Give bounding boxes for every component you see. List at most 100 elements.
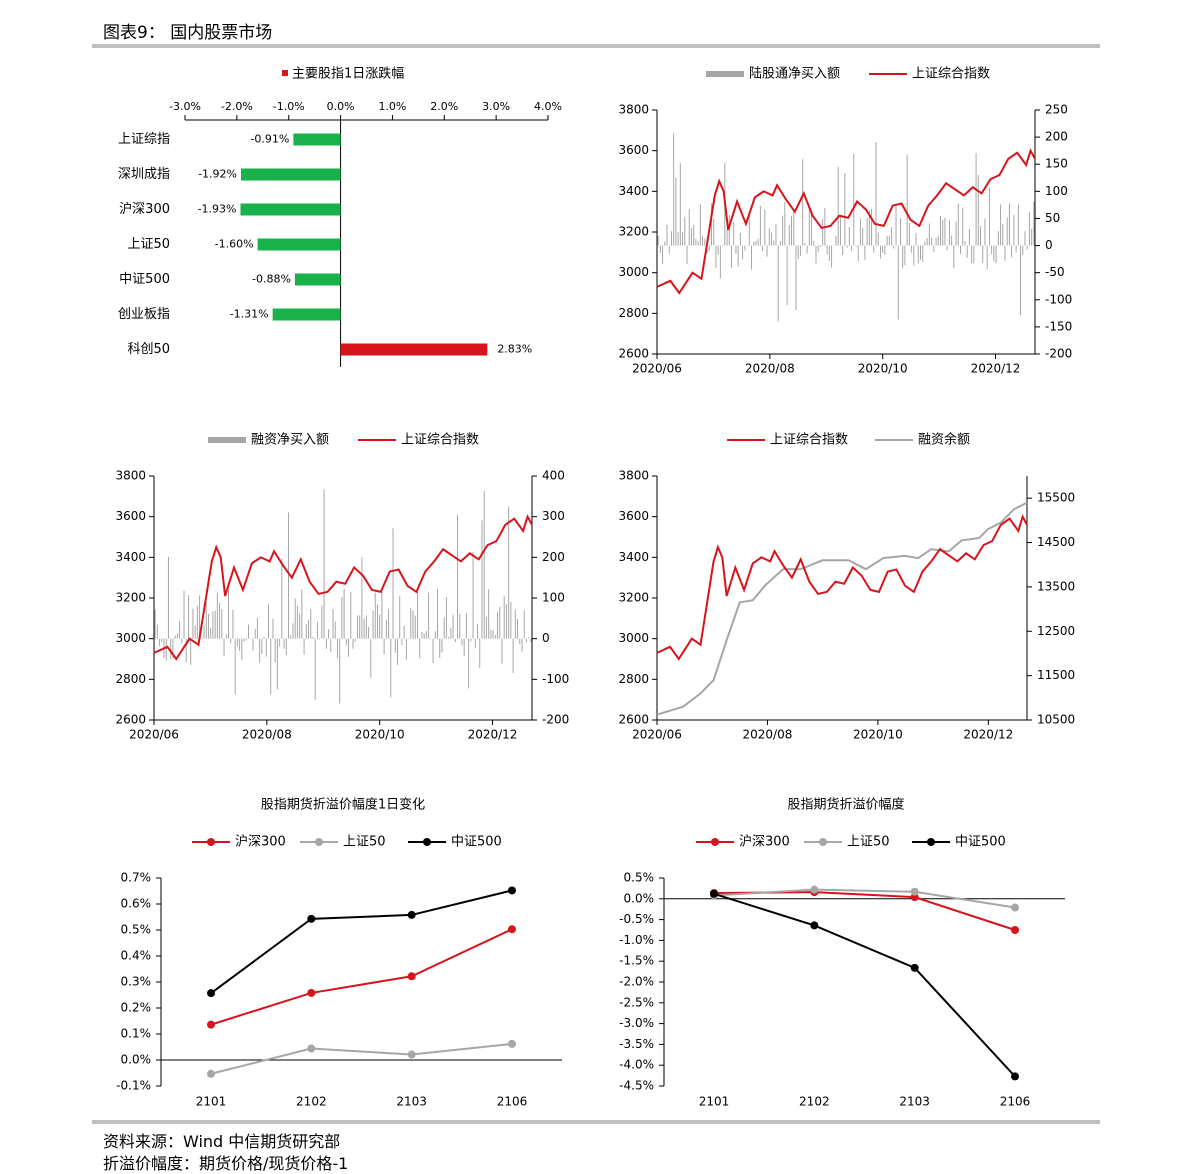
category-label: 上证综指 bbox=[118, 132, 170, 147]
value-label: -0.88% bbox=[252, 273, 291, 286]
right-tick-label: -50 bbox=[1045, 265, 1065, 279]
legend-label: 中证500 bbox=[955, 835, 1006, 850]
right-tick-label: 0 bbox=[542, 631, 550, 645]
left-tick-label: 2800 bbox=[115, 672, 146, 686]
series-point bbox=[508, 1039, 516, 1048]
x-tick-label: 2102 bbox=[799, 1095, 830, 1109]
legend-marker bbox=[423, 838, 431, 846]
series-point bbox=[307, 914, 316, 923]
x-tick-label: 2020/12 bbox=[963, 728, 1013, 742]
legend-swatch-change bbox=[282, 70, 288, 76]
x-tick-label: -1.0% bbox=[273, 100, 305, 113]
y-tick-label: 0.0% bbox=[121, 1053, 152, 1067]
formula-note: 折溢价幅度：期货价格/现货价格-1 bbox=[103, 1154, 349, 1173]
left-tick-label: 2600 bbox=[618, 713, 649, 727]
series-point bbox=[810, 921, 819, 930]
bar bbox=[293, 133, 341, 146]
category-label: 深圳成指 bbox=[118, 167, 170, 182]
right-tick-label: 50 bbox=[1045, 211, 1060, 225]
legend-marker bbox=[315, 838, 323, 846]
legend-label: 沪深300 bbox=[739, 834, 790, 850]
right-tick-label: 300 bbox=[542, 509, 565, 523]
category-label: 沪深300 bbox=[119, 201, 170, 217]
legend-shci-label: 上证综合指数 bbox=[401, 433, 479, 448]
series-point bbox=[508, 886, 516, 895]
y-tick-label: -4.0% bbox=[619, 1058, 654, 1072]
left-tick-label: 2600 bbox=[115, 713, 146, 727]
legend-northbound-label: 陆股通净买入额 bbox=[749, 66, 840, 82]
y-tick-label: 0.6% bbox=[121, 897, 152, 911]
series-point bbox=[207, 1020, 215, 1029]
y-tick-label: -0.1% bbox=[116, 1079, 151, 1093]
bar bbox=[240, 203, 341, 216]
series-point bbox=[307, 1044, 316, 1053]
chart-title: 股指期货折溢价幅度1日变化 bbox=[261, 797, 425, 813]
series-point bbox=[407, 910, 416, 919]
figure-title: 图表9： 国内股票市场 bbox=[103, 23, 273, 43]
x-tick-label: 2106 bbox=[497, 1095, 528, 1109]
x-tick-label: 2106 bbox=[1000, 1095, 1031, 1109]
charts-canvas: 主要股指1日涨跌幅 -3.0% -2.0% -1.0% 0.0% 1.0% 2.0% 3.0%… bbox=[115, 66, 1075, 1109]
left-tick-label: 2600 bbox=[618, 347, 649, 361]
y-tick-label: -4.5% bbox=[619, 1079, 654, 1093]
legend-shci-label: 上证综合指数 bbox=[912, 67, 990, 82]
y-tick-label: -2.5% bbox=[619, 995, 654, 1009]
legend-marker bbox=[819, 838, 827, 846]
series-line bbox=[210, 1042, 513, 1075]
source-note: 资料来源：Wind 中信期货研究部 bbox=[103, 1132, 341, 1151]
y-tick-label: 0.5% bbox=[624, 871, 655, 885]
bar bbox=[340, 343, 488, 356]
shci-line bbox=[656, 148, 1036, 295]
x-tick-label: 2020/12 bbox=[971, 362, 1021, 376]
x-tick-label: 2.0% bbox=[430, 100, 458, 113]
bar bbox=[257, 238, 341, 251]
value-label: -1.31% bbox=[230, 308, 269, 321]
right-tick-label: 12500 bbox=[1037, 624, 1075, 638]
x-tick-label: 2020/06 bbox=[632, 362, 682, 376]
series-line bbox=[210, 889, 513, 994]
y-tick-label: 0.0% bbox=[624, 891, 655, 905]
top-rule bbox=[92, 44, 1100, 48]
legend-marker bbox=[207, 838, 215, 846]
left-tick-label: 3600 bbox=[618, 509, 649, 523]
left-tick-label: 3600 bbox=[618, 143, 649, 157]
left-tick-label: 3800 bbox=[115, 469, 146, 483]
right-tick-label: 150 bbox=[1045, 157, 1068, 171]
series-point bbox=[810, 885, 819, 894]
value-label: -1.92% bbox=[198, 168, 237, 181]
y-tick-label: -1.5% bbox=[619, 954, 654, 968]
x-tick-label: -3.0% bbox=[169, 100, 201, 113]
y-tick-label: 0.1% bbox=[121, 1027, 152, 1041]
x-tick-label: 4.0% bbox=[534, 100, 562, 113]
y-tick-label: 0.3% bbox=[121, 975, 152, 989]
series-line bbox=[713, 891, 1016, 931]
legend-marker bbox=[711, 838, 719, 846]
right-tick-label: 250 bbox=[1045, 103, 1068, 117]
y-tick-label: -0.5% bbox=[619, 912, 654, 926]
series-point bbox=[710, 889, 718, 898]
x-tick-label: 2020/06 bbox=[129, 728, 179, 742]
value-label: 2.83% bbox=[497, 343, 532, 356]
y-tick-label: 0.7% bbox=[121, 871, 152, 885]
category-label: 创业板指 bbox=[118, 307, 170, 322]
series-point bbox=[307, 988, 316, 997]
chart-title: 股指期货折溢价幅度 bbox=[787, 797, 904, 813]
y-tick-label: 0.5% bbox=[121, 923, 152, 937]
x-tick-label: 2020/10 bbox=[853, 728, 903, 742]
left-tick-label: 3400 bbox=[115, 550, 146, 564]
legend-label: 中证500 bbox=[451, 835, 502, 850]
right-tick-label: 200 bbox=[542, 550, 565, 564]
series-point bbox=[1011, 903, 1019, 912]
y-tick-label: -1.0% bbox=[619, 933, 654, 947]
right-tick-label: -200 bbox=[1045, 347, 1072, 361]
legend-margin-buy-label: 融资净买入额 bbox=[251, 433, 329, 448]
series-point bbox=[207, 989, 215, 998]
left-tick-label: 3000 bbox=[115, 631, 146, 645]
left-tick-label: 3600 bbox=[115, 509, 146, 523]
series-line bbox=[713, 888, 1016, 909]
left-tick-label: 2800 bbox=[618, 306, 649, 320]
legend-label: 上证50 bbox=[343, 835, 386, 850]
series-point bbox=[1011, 926, 1019, 934]
value-label: -0.91% bbox=[250, 133, 289, 146]
series-point bbox=[207, 1069, 215, 1078]
